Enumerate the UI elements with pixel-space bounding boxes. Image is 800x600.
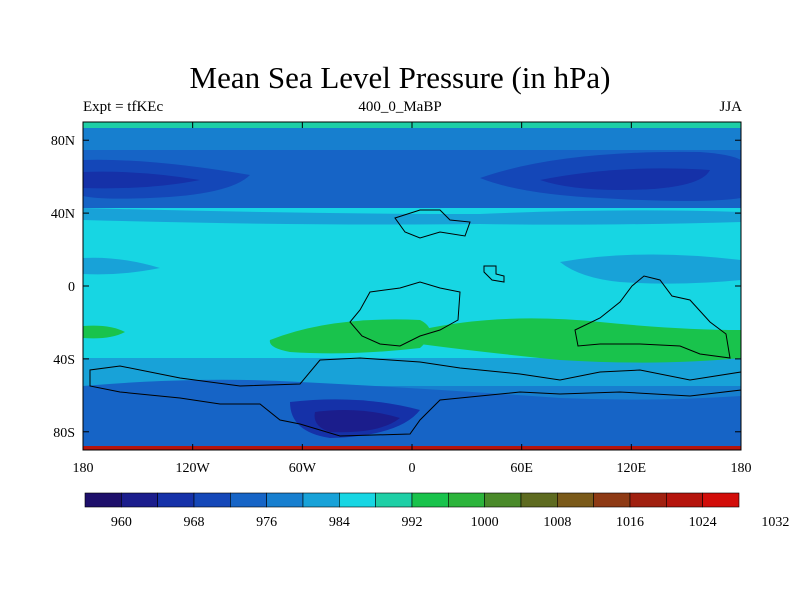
colorbar-swatch — [557, 492, 594, 508]
colorbar-swatch — [339, 492, 376, 508]
y-tick-label: 0 — [68, 280, 75, 295]
colorbar-swatch — [484, 492, 522, 508]
colorbar-label: 1000 — [471, 515, 499, 530]
colorbar-swatch — [157, 492, 195, 508]
colorbar-label: 992 — [402, 515, 423, 530]
y-axis: 80N 40N 0 40S 80S — [51, 134, 741, 441]
season-label: JJA — [719, 99, 742, 115]
colorbar-swatch — [629, 492, 667, 508]
colorbar-label: 968 — [184, 515, 205, 530]
colorbar-swatch — [266, 492, 304, 508]
experiment-label: Expt = tfKEc — [83, 99, 164, 115]
colorbar-swatch — [193, 492, 231, 508]
x-tick-label: 60W — [289, 461, 317, 476]
y-tick-label: 80N — [51, 134, 75, 149]
colorbar-label: 976 — [256, 515, 277, 530]
colorbar-label: 960 — [111, 515, 132, 530]
band-tropic-west — [83, 257, 160, 275]
colorbar-label: 1016 — [616, 515, 644, 530]
colorbar-swatch — [593, 492, 631, 508]
low-south-deepest — [314, 410, 400, 433]
high-south-pacific-west — [83, 325, 125, 339]
colorbar-label: 1032 — [761, 515, 789, 530]
y-tick-label: 40N — [51, 207, 75, 222]
band-tropic-east — [560, 254, 741, 284]
colorbar-swatch — [666, 492, 703, 508]
colorbar-label: 1008 — [543, 515, 571, 530]
colorbar: 960968976984992100010081016102410321040 — [84, 492, 789, 530]
colorbar-swatch — [302, 492, 340, 508]
deep-low-north-east — [540, 168, 710, 190]
x-tick-label: 120E — [617, 461, 647, 476]
high-south-indian — [420, 318, 741, 363]
x-tick-label: 180 — [731, 461, 752, 476]
colorbar-swatch — [84, 492, 122, 508]
x-tick-label: 0 — [409, 461, 416, 476]
colorbar-swatch — [121, 492, 158, 508]
continent-north — [394, 209, 471, 239]
coastline-outlines — [89, 209, 742, 437]
band-north-subtropic — [83, 208, 741, 225]
x-tick-label: 180 — [73, 461, 94, 476]
colorbar-swatch — [375, 492, 413, 508]
colorbar-label: 984 — [329, 515, 350, 530]
y-tick-label: 80S — [53, 426, 75, 441]
colorbar-swatch — [230, 492, 267, 508]
period-label: 400_0_MaBP — [358, 99, 442, 115]
x-tick-label: 60E — [510, 461, 533, 476]
island-small — [483, 265, 505, 283]
chart-title: Mean Sea Level Pressure (in hPa) — [189, 60, 611, 95]
continent-south — [89, 357, 742, 437]
field-high-north — [83, 128, 741, 150]
colorbar-swatch — [520, 492, 558, 508]
colorbar-label: 1024 — [689, 515, 717, 530]
continent-southeast — [574, 275, 731, 359]
colorbar-swatch — [702, 492, 740, 508]
x-tick-label: 120W — [176, 461, 211, 476]
plot-area — [83, 122, 741, 450]
continent-central — [349, 281, 461, 347]
colorbar-swatch — [411, 492, 449, 508]
colorbar-swatch — [448, 492, 485, 508]
deep-low-north-west — [83, 171, 200, 189]
y-tick-label: 40S — [53, 353, 75, 368]
x-axis: 180 120W 60W 0 60E 120E 180 — [73, 122, 752, 476]
